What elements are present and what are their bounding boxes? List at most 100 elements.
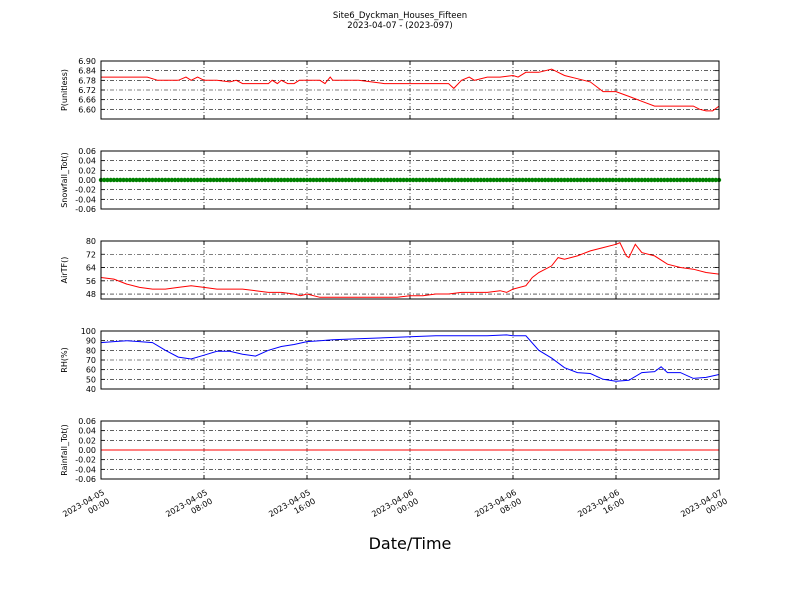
y-tick-label: 6.72 — [78, 86, 96, 95]
plot-frame — [100, 150, 720, 210]
data-point — [205, 177, 210, 183]
y-tick-label: 0.00 — [78, 176, 96, 185]
data-point — [623, 177, 628, 183]
data-point — [340, 177, 345, 183]
data-point — [308, 177, 313, 183]
data-point — [365, 177, 371, 183]
data-point — [314, 177, 319, 183]
data-point — [456, 177, 461, 183]
data-point — [195, 177, 200, 183]
data-point — [633, 177, 638, 183]
data-point — [327, 177, 332, 183]
x-tick-label: 2023-04-0700:00 — [679, 488, 729, 528]
data-point — [565, 177, 570, 183]
data-point — [250, 177, 255, 183]
data-point — [311, 177, 316, 183]
y-tick-label: 80 — [86, 346, 96, 355]
data-point — [227, 177, 232, 183]
data-point — [510, 177, 516, 183]
data-point — [372, 177, 377, 183]
data-point — [684, 177, 690, 183]
y-tick-label: 6.78 — [78, 76, 96, 85]
data-point — [468, 177, 474, 183]
data-point — [662, 177, 667, 183]
data-point — [401, 177, 406, 183]
data-point — [703, 177, 709, 183]
series-line — [101, 68, 720, 112]
data-point — [198, 177, 203, 183]
data-point — [607, 177, 612, 183]
data-point — [105, 177, 110, 183]
data-point — [687, 177, 693, 183]
data-point — [594, 177, 599, 183]
data-point — [221, 177, 226, 183]
y-tick-label: 60 — [86, 366, 96, 375]
y-tick-label: 6.60 — [78, 105, 96, 114]
y-tick-label: 64 — [86, 264, 96, 273]
data-point — [465, 177, 471, 183]
x-axis-title: Date/Time — [368, 534, 452, 553]
y-tick-label: -0.06 — [75, 475, 96, 484]
data-point — [497, 177, 503, 183]
data-point — [542, 177, 548, 183]
data-point — [333, 177, 339, 183]
data-point — [356, 177, 361, 183]
data-point — [665, 177, 670, 183]
y-tick-label: 56 — [86, 277, 96, 286]
data-point — [147, 177, 152, 183]
x-tick-label: 2023-04-0508:00 — [164, 488, 214, 528]
y-tick-label: 100 — [81, 327, 96, 336]
data-point — [420, 177, 426, 183]
y-tick-label: 70 — [86, 356, 96, 365]
data-point — [504, 177, 509, 183]
data-point — [658, 177, 664, 183]
y-tick-label: 72 — [86, 250, 96, 259]
plot-frame — [100, 60, 720, 120]
data-point — [681, 177, 686, 183]
data-point — [211, 177, 216, 183]
data-point — [407, 177, 413, 183]
y-tick-label: 6.84 — [78, 67, 96, 76]
y-tick-label: -0.02 — [75, 186, 96, 195]
y-tick-label: -0.06 — [75, 205, 96, 214]
data-point — [143, 177, 149, 183]
y-tick-label: 90 — [86, 337, 96, 346]
data-point — [427, 177, 432, 183]
data-point — [452, 177, 458, 183]
data-point — [253, 177, 258, 183]
data-point — [330, 177, 335, 183]
data-point — [375, 177, 381, 183]
data-point — [449, 177, 455, 183]
data-point — [546, 177, 551, 183]
data-point — [127, 177, 133, 183]
data-point — [652, 177, 657, 183]
data-point — [439, 177, 445, 183]
data-point — [272, 177, 278, 183]
data-point — [707, 177, 712, 183]
data-point — [494, 177, 500, 183]
data-point — [514, 177, 519, 183]
data-point — [176, 177, 181, 183]
data-point — [604, 177, 609, 183]
data-point — [391, 177, 397, 183]
data-point — [481, 177, 487, 183]
data-point — [571, 177, 577, 183]
data-point — [446, 177, 451, 183]
data-point — [581, 177, 587, 183]
data-point — [533, 177, 538, 183]
plot-frame — [100, 420, 720, 480]
data-point — [224, 177, 229, 183]
data-point — [185, 177, 191, 183]
data-point — [182, 177, 187, 183]
y-axis-label: RH(%) — [60, 347, 69, 372]
data-point — [559, 177, 564, 183]
data-point — [140, 177, 146, 183]
y-tick-label: 50 — [86, 375, 96, 384]
data-point — [713, 177, 718, 183]
data-point — [430, 177, 435, 183]
data-point — [230, 177, 236, 183]
data-point — [414, 177, 419, 183]
data-point — [591, 177, 596, 183]
y-tick-label: 40 — [86, 385, 96, 394]
